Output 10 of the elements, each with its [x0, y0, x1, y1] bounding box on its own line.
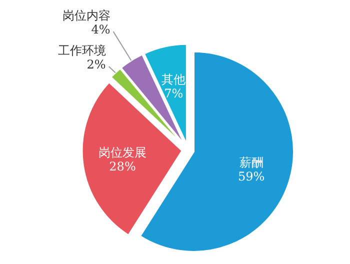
data-label: 59% — [238, 169, 265, 184]
data-label: 7% — [164, 86, 184, 101]
data-label: 28% — [109, 159, 136, 174]
data-label: 4% — [91, 22, 110, 37]
slice-label: 岗位内容 — [62, 8, 110, 23]
slice-label: 工作环境 — [58, 44, 106, 58]
slice-label: 其他 — [162, 72, 186, 87]
slice-label: 薪酬 — [239, 155, 264, 170]
slice-label: 岗位发展 — [98, 145, 147, 160]
data-label: 2% — [86, 58, 106, 72]
